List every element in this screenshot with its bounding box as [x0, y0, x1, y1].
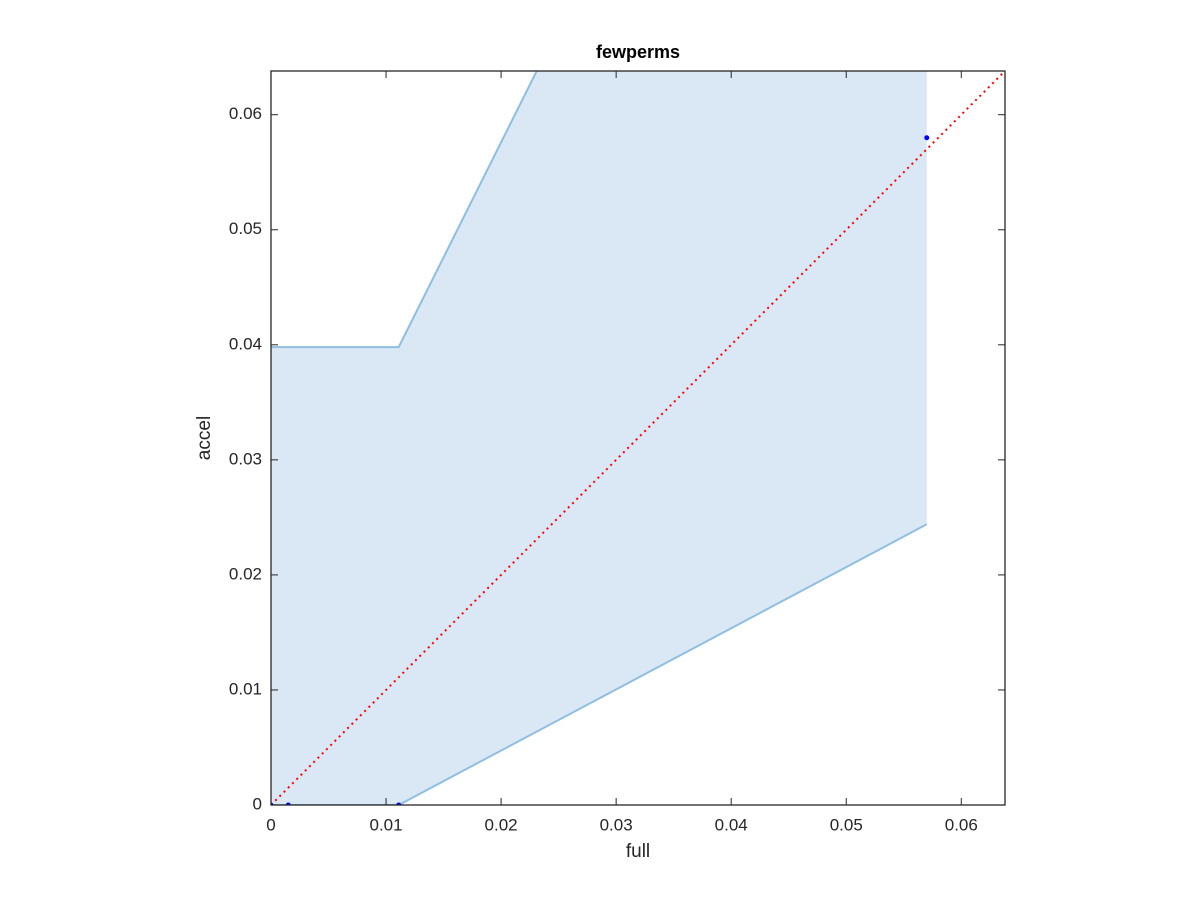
- y-tick-label: 0: [253, 794, 262, 813]
- confidence-band: [271, 71, 927, 805]
- plot-area: [271, 71, 1005, 805]
- band-upper-edge: [271, 71, 538, 349]
- y-tick-label: 0.03: [229, 449, 262, 468]
- data-point: [924, 135, 930, 141]
- chart-title: fewperms: [596, 42, 680, 62]
- y-tick-label: 0.01: [229, 679, 262, 698]
- y-tick-label: 0.02: [229, 564, 262, 583]
- x-tick-label: 0.02: [485, 815, 518, 834]
- y-axis-label: accel: [194, 416, 215, 460]
- x-tick-label: 0.03: [600, 815, 633, 834]
- identity-line: [271, 71, 1005, 805]
- x-tick-label: 0.06: [945, 815, 978, 834]
- x-tick-label: 0.04: [715, 815, 748, 834]
- y-tick-label: 0.04: [229, 334, 262, 353]
- x-tick-label: 0: [266, 815, 275, 834]
- axes: 0 0.01 0.02 0.03 0.04 0.05 0.06 0 0.01 0.02 0.03 0.…: [229, 70, 1006, 834]
- x-tick-label: 0.05: [830, 815, 863, 834]
- band-lower-edge: [271, 523, 928, 805]
- y-tick-label: 0.05: [229, 219, 262, 238]
- x-tick-label: 0.01: [370, 815, 403, 834]
- axes-box: [270, 70, 1006, 806]
- y-tick-label: 0.06: [229, 104, 262, 123]
- x-axis-label: full: [626, 841, 650, 862]
